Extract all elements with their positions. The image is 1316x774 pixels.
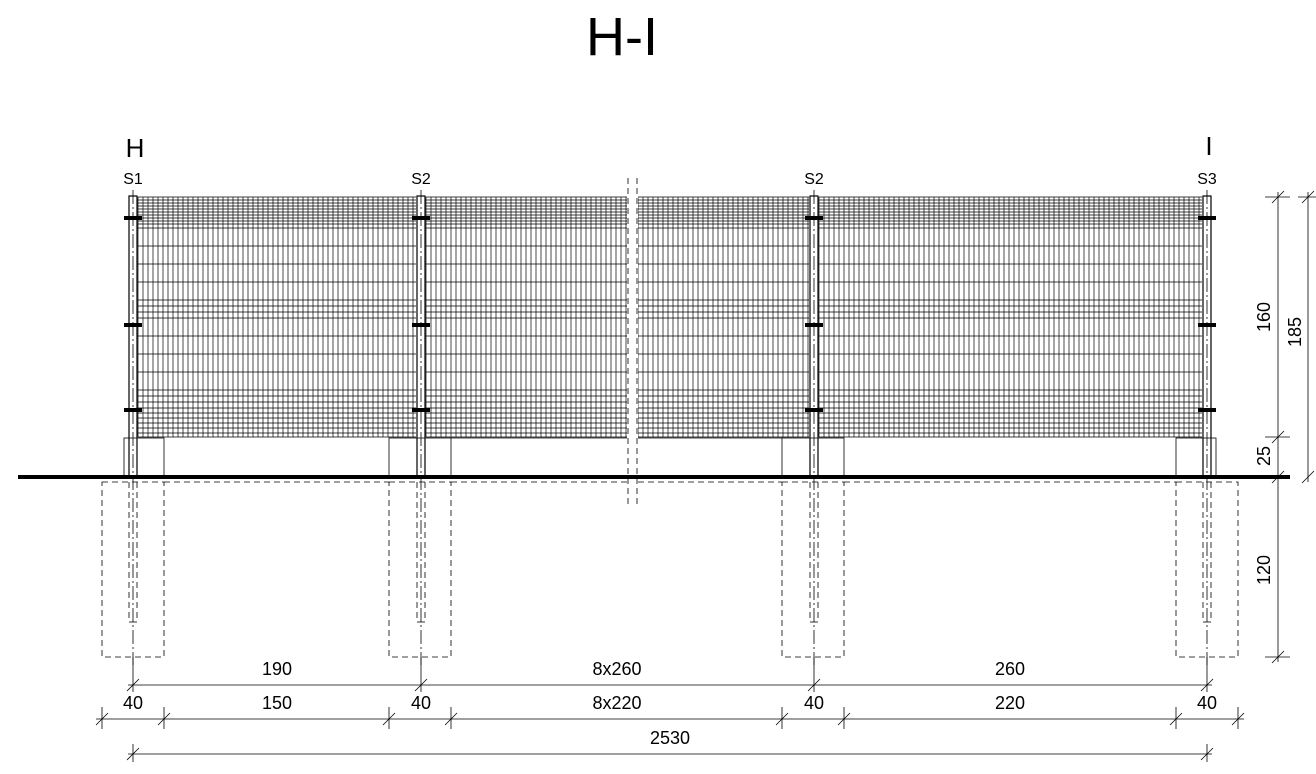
post-label-2: S2 — [411, 171, 431, 188]
foundations — [101, 481, 1239, 658]
drawing-title: H-I — [586, 7, 658, 67]
post — [1198, 190, 1216, 665]
dim-foundation-1: 40 — [123, 693, 143, 713]
plinths — [123, 437, 1217, 478]
dim-gap-2: 8x220 — [592, 693, 641, 713]
mesh-panel — [637, 196, 809, 438]
axis-label-left: H — [126, 133, 145, 163]
dim-panel-height: 160 — [1254, 302, 1274, 332]
post — [412, 190, 430, 665]
dim-total-height: 185 — [1285, 317, 1305, 347]
dim-gap-3: 220 — [995, 693, 1025, 713]
fence-mesh-panels — [137, 196, 1202, 438]
dimension-row-1: 190 8x260 260 — [126, 657, 1214, 692]
post — [124, 190, 142, 665]
post-label-4: S3 — [1197, 171, 1217, 188]
dim-plinth-height: 25 — [1254, 446, 1274, 466]
dimension-row-2: 40 150 40 8x220 40 220 40 — [95, 693, 1245, 729]
dim-foundation-depth: 120 — [1254, 555, 1274, 585]
dim-span-2: 8x260 — [592, 659, 641, 679]
vertical-dimensions: 160 185 25 120 — [1254, 190, 1316, 664]
dim-span-3: 260 — [995, 659, 1025, 679]
mesh-panel — [137, 196, 416, 438]
break-line — [627, 178, 638, 504]
dim-total-length: 2530 — [650, 728, 690, 748]
post-label-3: S2 — [804, 171, 824, 188]
post — [805, 190, 823, 665]
dim-span-1: 190 — [262, 659, 292, 679]
fence-posts — [124, 190, 1216, 665]
dim-gap-1: 150 — [262, 693, 292, 713]
axis-label-right: I — [1205, 131, 1212, 161]
dim-foundation-2: 40 — [411, 693, 431, 713]
post-label-1: S1 — [123, 171, 143, 188]
dim-foundation-4: 40 — [1197, 693, 1217, 713]
mesh-panel — [818, 196, 1202, 438]
dim-foundation-3: 40 — [804, 693, 824, 713]
mesh-panel — [425, 196, 627, 438]
dimension-total: 2530 — [126, 728, 1214, 762]
